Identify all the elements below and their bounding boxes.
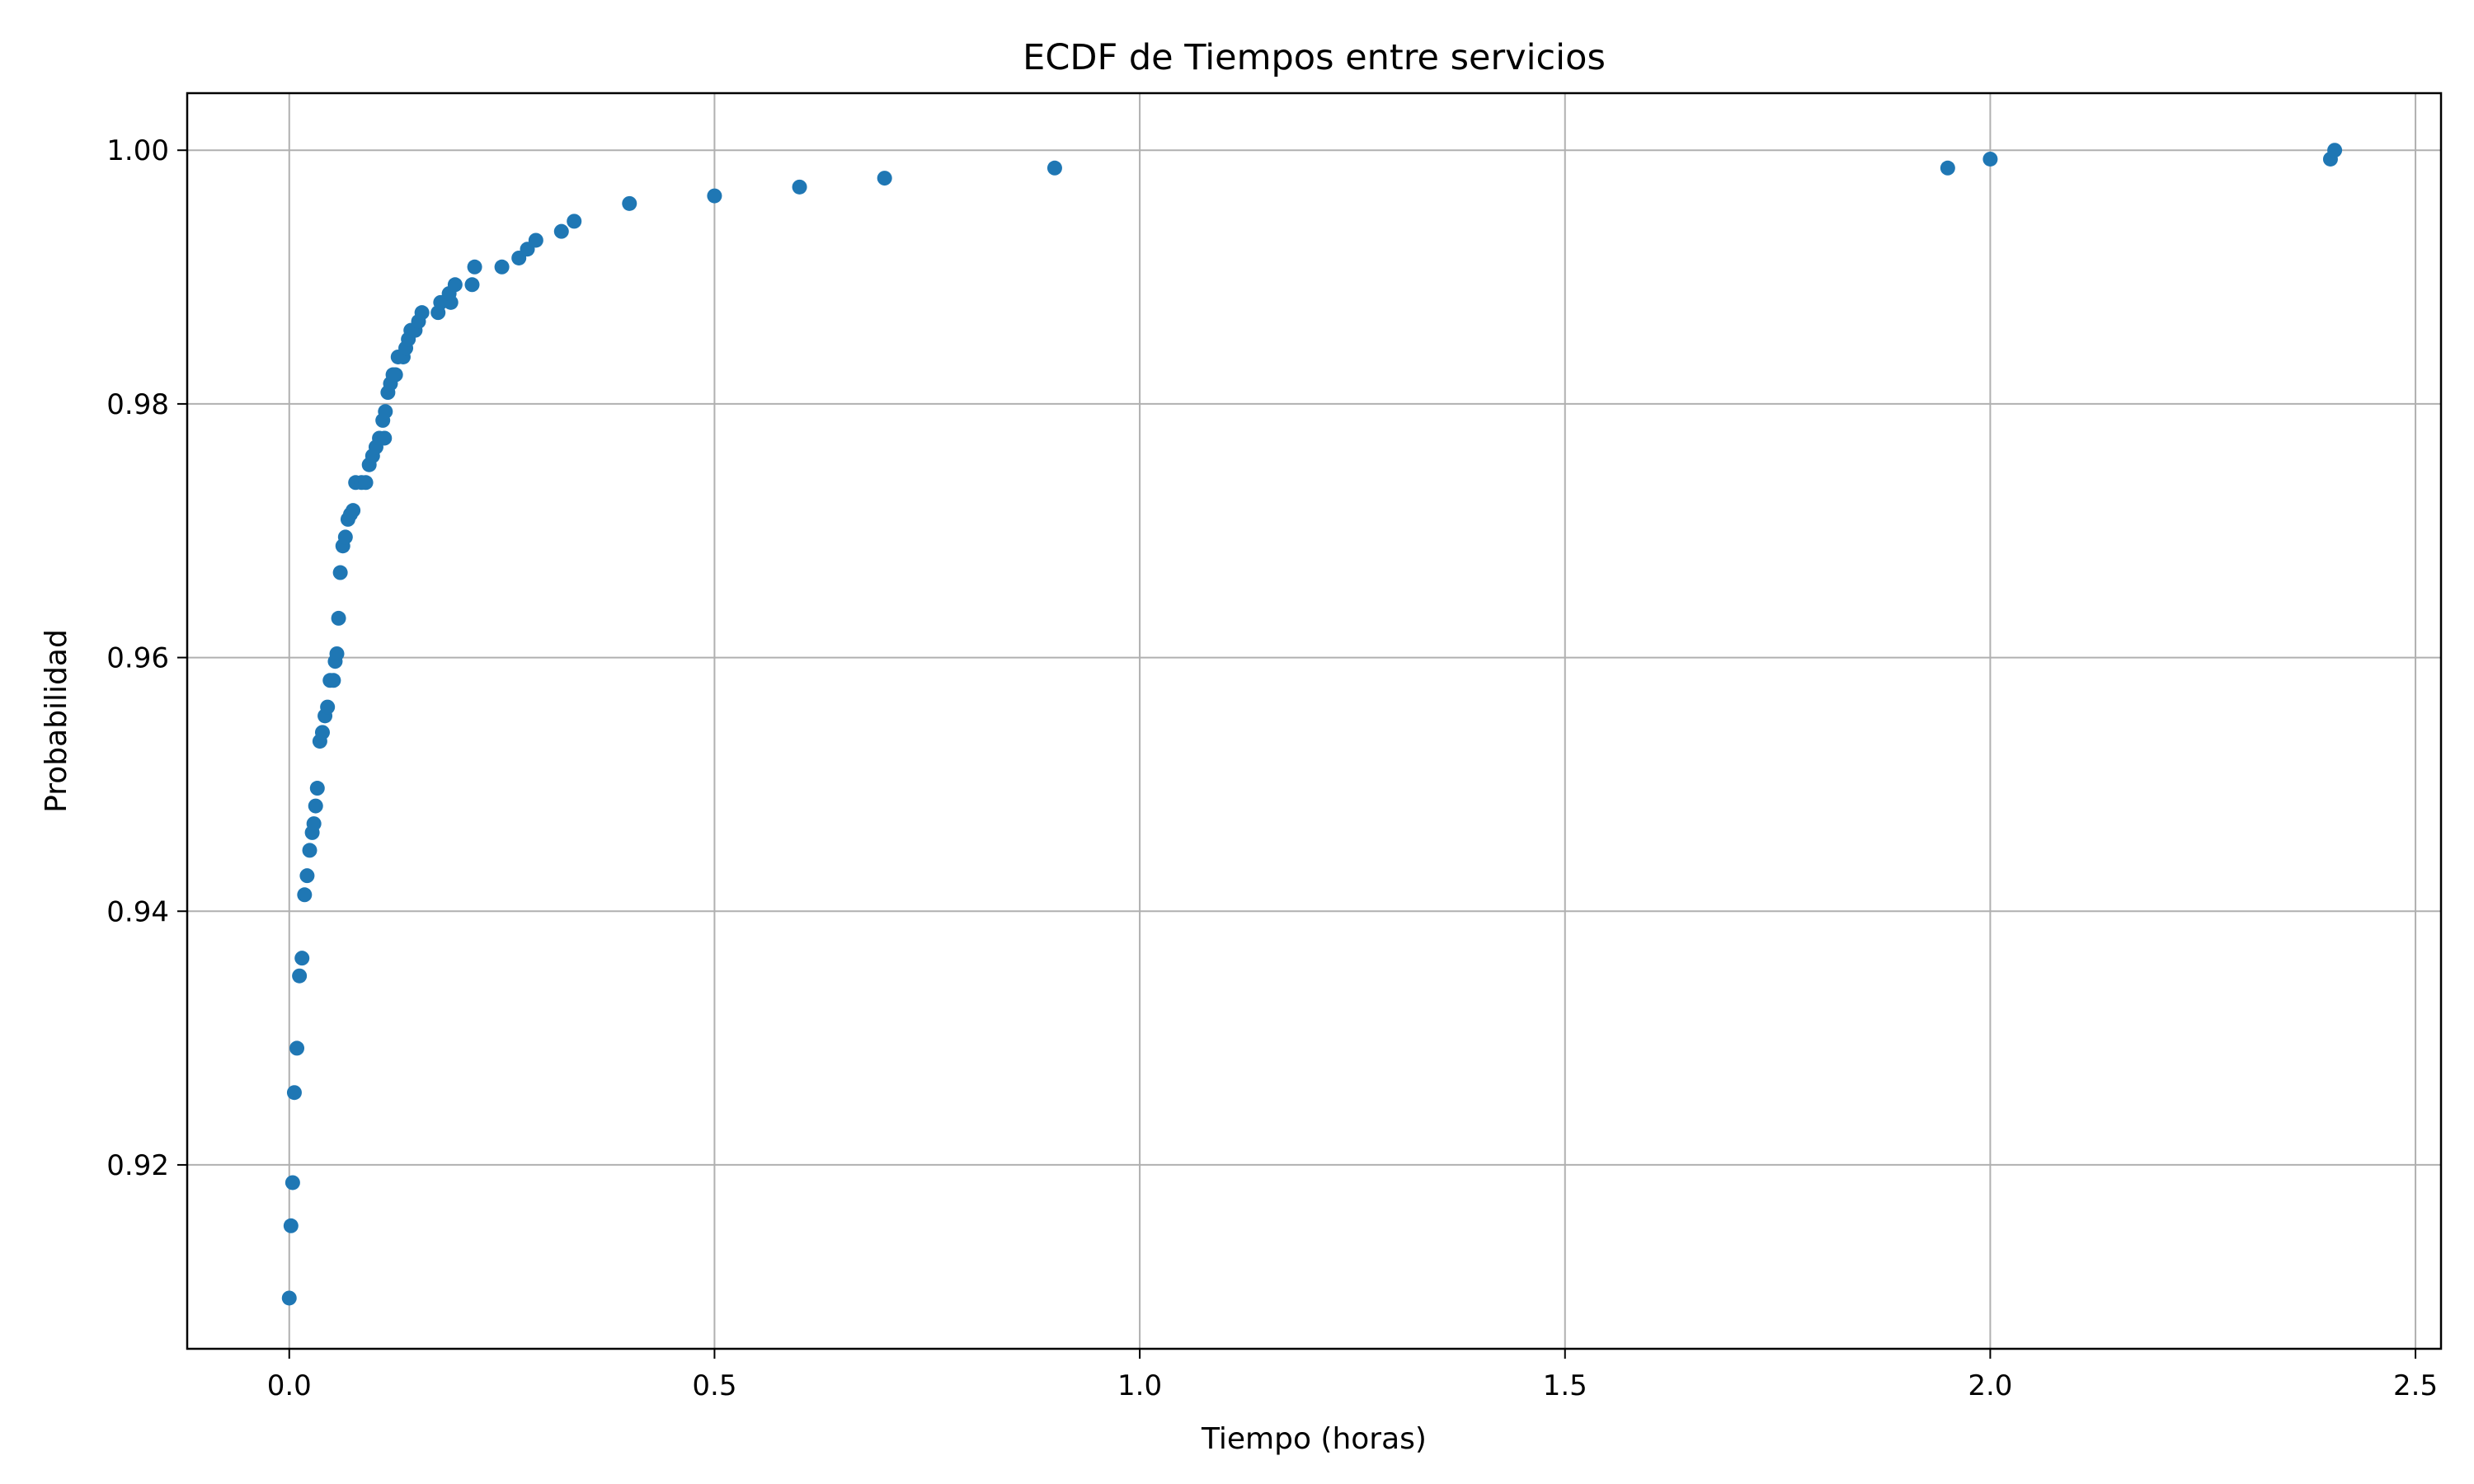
data-point — [346, 503, 361, 519]
data-point — [283, 1218, 299, 1233]
data-point — [308, 798, 323, 814]
data-point — [414, 305, 430, 321]
data-point — [2327, 143, 2343, 158]
plot-frame — [186, 92, 2443, 1350]
x-axis-ticks: 0.0 0.5 1.0 1.5 2.0 2.5 — [267, 1349, 2438, 1402]
data-point — [1047, 160, 1062, 176]
data-point — [294, 951, 310, 966]
data-point — [378, 404, 393, 420]
data-point — [1940, 160, 1955, 176]
data-point — [331, 610, 346, 626]
data-point — [292, 968, 308, 984]
data-points — [281, 143, 2343, 1306]
data-point — [1982, 151, 1998, 167]
data-point — [528, 232, 543, 248]
data-point — [281, 1290, 297, 1306]
data-point — [286, 1085, 302, 1101]
data-point — [326, 673, 341, 688]
x-tick-label: 0.0 — [267, 1369, 312, 1402]
x-tick-label: 2.5 — [2393, 1369, 2438, 1402]
y-tick-label: 0.92 — [106, 1149, 169, 1182]
y-axis-label: Probabilidad — [40, 629, 73, 813]
data-point — [622, 195, 637, 211]
data-point — [309, 781, 325, 796]
data-point — [332, 565, 348, 580]
data-point — [337, 529, 353, 545]
data-point — [447, 277, 463, 293]
data-point — [306, 816, 322, 832]
data-point — [289, 1040, 305, 1056]
y-tick-label: 1.00 — [106, 134, 169, 167]
x-tick-label: 0.5 — [692, 1369, 736, 1402]
x-tick-label: 1.0 — [1117, 1369, 1162, 1402]
data-point — [377, 430, 393, 446]
y-tick-label: 0.98 — [106, 388, 169, 421]
data-point — [314, 725, 330, 740]
data-point — [464, 277, 480, 293]
x-tick-label: 2.0 — [1968, 1369, 2012, 1402]
data-point — [388, 367, 403, 383]
data-point — [467, 259, 482, 275]
y-tick-label: 0.96 — [106, 642, 169, 675]
data-point — [299, 868, 315, 884]
x-tick-label: 1.5 — [1543, 1369, 1587, 1402]
data-point — [297, 887, 313, 903]
data-point — [285, 1175, 300, 1190]
data-point — [877, 171, 892, 186]
chart-title: ECDF de Tiempos entre servicios — [1023, 37, 1606, 78]
data-point — [329, 646, 345, 661]
x-axis-label: Tiempo (horas) — [1201, 1422, 1427, 1456]
grid — [187, 93, 2441, 1349]
y-tick-label: 0.94 — [106, 895, 169, 928]
data-point — [320, 699, 336, 715]
data-point — [553, 223, 569, 239]
data-point — [302, 843, 317, 858]
data-point — [567, 214, 582, 229]
data-point — [792, 179, 807, 195]
data-point — [707, 188, 722, 204]
data-point — [358, 475, 374, 491]
y-axis-ticks: 0.92 0.94 0.96 0.98 1.00 — [106, 134, 187, 1182]
data-point — [494, 259, 510, 275]
